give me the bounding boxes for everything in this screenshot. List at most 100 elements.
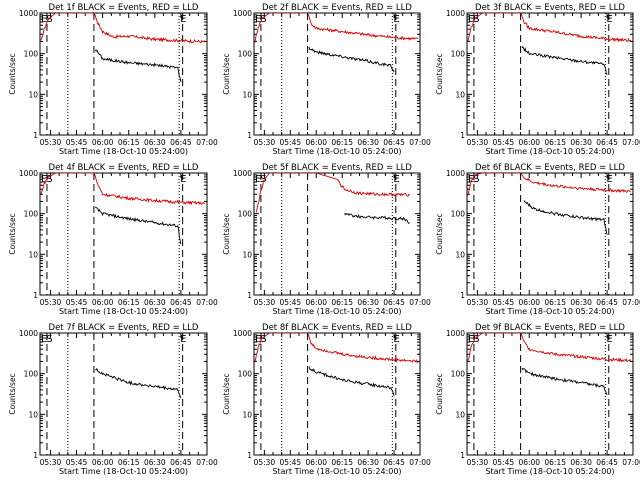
- x-tick-label: 05:45: [280, 298, 302, 307]
- y-tick-label: 1000: [233, 169, 252, 178]
- y-axis-label: Counts/sec: [8, 373, 17, 414]
- x-tick-label: 07:00: [622, 138, 640, 147]
- marker-label: E: [468, 174, 474, 185]
- lld-series-line: [254, 333, 419, 364]
- y-axis-label: Counts/sec: [435, 373, 444, 414]
- panel-title: Det 5f BLACK = Events, RED = LLD: [262, 163, 412, 173]
- x-tick-label: 05:45: [493, 458, 515, 467]
- lld-series-line: [40, 173, 205, 206]
- marker-label: S: [46, 174, 52, 185]
- events-series-line: [523, 200, 608, 236]
- x-tick-label: 05:30: [254, 298, 276, 307]
- panel-det-9: Det 9f BLACK = Events, RED = LLD 1 10 100 10…: [435, 323, 640, 476]
- x-tick-label: 05:45: [493, 138, 515, 147]
- x-tick-label: 06:00: [518, 138, 540, 147]
- panel-det-6: Det 6f BLACK = Events, RED = LLD 1 10 100 10…: [435, 163, 640, 316]
- marker-label: E: [606, 174, 612, 185]
- x-tick-label: 06:15: [544, 298, 566, 307]
- x-tick-label: 05:45: [280, 458, 302, 467]
- marker-label: S: [473, 334, 479, 345]
- marker-label: E: [468, 14, 474, 25]
- lld-series-line: [255, 173, 410, 213]
- x-tick-label: 06:45: [170, 298, 192, 307]
- y-tick-label: 1: [247, 131, 252, 140]
- x-tick-label: 06:45: [170, 458, 192, 467]
- panel-det-2: Det 2f BLACK = Events, RED = LLD 1 10 100 10…: [222, 3, 431, 156]
- x-axis-label: Start Time (18-Oct-10 05:24:00): [59, 307, 188, 316]
- x-axis-label: Start Time (18-Oct-10 05:24:00): [485, 467, 614, 476]
- x-tick-label: 05:30: [40, 458, 62, 467]
- x-tick-label: 06:00: [518, 458, 540, 467]
- y-tick-label: 1: [33, 451, 38, 460]
- x-tick-label: 06:15: [331, 298, 353, 307]
- marker-label: E: [41, 334, 47, 345]
- events-series-line: [521, 367, 608, 396]
- y-tick-label: 100: [451, 370, 466, 379]
- marker-label: S: [260, 334, 266, 345]
- x-tick-label: 05:30: [467, 138, 489, 147]
- x-tick-label: 07:00: [622, 458, 640, 467]
- y-tick-label: 1: [460, 451, 465, 460]
- marker-label: E: [468, 334, 474, 345]
- marker-label: E: [393, 14, 399, 25]
- x-tick-label: 05:45: [66, 298, 88, 307]
- events-series-line: [308, 366, 395, 397]
- y-tick-label: 10: [242, 410, 252, 419]
- x-tick-label: 06:45: [383, 458, 405, 467]
- events-series-line: [95, 367, 182, 399]
- x-tick-label: 06:15: [118, 458, 140, 467]
- x-axis-label: Start Time (18-Oct-10 05:24:00): [485, 147, 614, 156]
- y-tick-label: 10: [28, 410, 38, 419]
- x-tick-label: 06:30: [144, 138, 166, 147]
- x-tick-label: 06:45: [596, 298, 618, 307]
- x-tick-label: 06:45: [383, 298, 405, 307]
- panel-det-5: Det 5f BLACK = Events, RED = LLD 1 10 100 10…: [222, 163, 431, 316]
- marker-label: S: [46, 14, 52, 25]
- marker-label: E: [180, 174, 186, 185]
- x-tick-label: 05:45: [493, 298, 515, 307]
- marker-label: S: [46, 334, 52, 345]
- y-tick-label: 1000: [19, 169, 38, 178]
- y-tick-label: 1000: [446, 329, 465, 338]
- y-axis-label: Counts/sec: [435, 213, 444, 254]
- x-tick-label: 05:30: [467, 458, 489, 467]
- y-tick-label: 100: [24, 210, 39, 219]
- events-series-line: [344, 212, 410, 225]
- x-tick-label: 06:15: [118, 138, 140, 147]
- marker-label: S: [260, 14, 266, 25]
- x-tick-label: 07:00: [196, 298, 218, 307]
- y-tick-label: 10: [455, 410, 465, 419]
- x-tick-label: 06:15: [118, 298, 140, 307]
- y-tick-label: 100: [24, 50, 39, 59]
- marker-label: E: [41, 174, 47, 185]
- y-axis-label: Counts/sec: [435, 53, 444, 94]
- y-tick-label: 1: [460, 131, 465, 140]
- lld-series-line: [467, 13, 631, 43]
- x-tick-label: 06:00: [92, 138, 114, 147]
- y-tick-label: 100: [451, 50, 466, 59]
- x-axis-label: Start Time (18-Oct-10 05:24:00): [272, 307, 401, 316]
- x-tick-label: 07:00: [409, 298, 431, 307]
- y-tick-label: 1000: [446, 9, 465, 18]
- x-tick-label: 06:00: [305, 138, 327, 147]
- y-axis-label: Counts/sec: [222, 53, 231, 94]
- y-tick-label: 1000: [233, 9, 252, 18]
- x-tick-label: 07:00: [622, 298, 640, 307]
- plot-frame: [466, 332, 634, 456]
- plot-frame: [466, 172, 634, 296]
- x-tick-label: 06:00: [518, 298, 540, 307]
- marker-label: E: [180, 334, 186, 345]
- plot-frame: [39, 172, 208, 296]
- events-series-line: [308, 46, 395, 73]
- y-tick-label: 10: [455, 90, 465, 99]
- x-tick-label: 06:45: [596, 458, 618, 467]
- y-axis-label: Counts/sec: [222, 373, 231, 414]
- panel-det-3: Det 3f BLACK = Events, RED = LLD 1 10 100 10…: [435, 3, 640, 156]
- panel-title: Det 3f BLACK = Events, RED = LLD: [475, 3, 625, 13]
- events-series-line: [94, 49, 182, 83]
- marker-label: E: [255, 334, 261, 345]
- y-axis-label: Counts/sec: [222, 213, 231, 254]
- x-tick-label: 06:30: [357, 138, 379, 147]
- y-tick-label: 10: [28, 90, 38, 99]
- x-tick-label: 06:45: [170, 138, 192, 147]
